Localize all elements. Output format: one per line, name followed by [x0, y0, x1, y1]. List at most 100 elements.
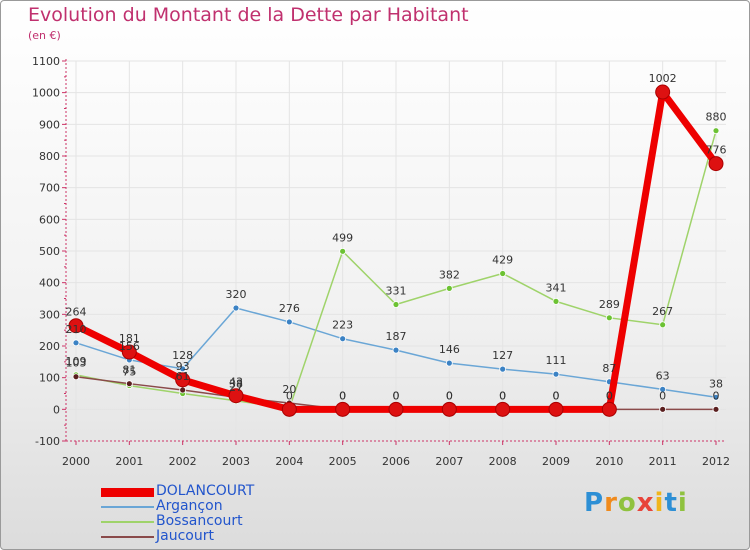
y-tick-label: -100: [35, 435, 60, 448]
data-point: [712, 127, 720, 135]
x-tick-label: 2003: [222, 455, 250, 468]
legend-swatch: [101, 521, 154, 523]
data-point: [445, 359, 453, 367]
data-label: 880: [706, 111, 727, 124]
data-label: 75: [122, 366, 136, 379]
x-tick-label: 2010: [595, 455, 623, 468]
legend-swatch: [101, 536, 154, 538]
y-tick-label: 300: [39, 308, 60, 321]
data-point: [228, 388, 244, 404]
data-label: 276: [279, 302, 300, 315]
data-point: [392, 301, 400, 308]
data-label: 267: [652, 305, 673, 318]
legend-label: Bossancourt: [156, 513, 243, 529]
data-point: [655, 84, 671, 100]
axis-layer: -100010020030040050060070080090010001100…: [32, 55, 730, 468]
data-label: 1002: [649, 72, 677, 85]
data-point: [552, 370, 560, 378]
data-point: [121, 344, 137, 360]
x-tick-label: 2006: [382, 455, 410, 468]
data-point: [335, 401, 351, 417]
data-label: 499: [332, 231, 353, 244]
data-point: [392, 346, 400, 354]
chart-unit-label: (en €): [28, 29, 61, 42]
legend-label: Argançon: [156, 498, 223, 514]
legend-label: Jaucourt: [156, 528, 214, 544]
legend-label: DOLANCOURT: [156, 483, 255, 499]
data-label: 87: [602, 362, 616, 375]
data-label: 81: [122, 364, 136, 377]
data-label: 289: [599, 298, 620, 311]
y-tick-label: 100: [39, 372, 60, 385]
data-point: [708, 156, 724, 172]
series-layer: [68, 84, 724, 417]
y-tick-label: 400: [39, 277, 60, 290]
data-label: 320: [226, 288, 247, 301]
data-point: [659, 405, 667, 413]
data-point: [499, 365, 507, 373]
data-point: [441, 401, 457, 417]
data-label: 0: [606, 389, 613, 402]
data-label: 93: [176, 360, 190, 373]
data-point: [281, 401, 297, 417]
data-label: 0: [553, 389, 560, 402]
data-point: [388, 401, 404, 417]
data-point: [712, 405, 720, 413]
data-label: 223: [332, 319, 353, 332]
data-label: 187: [386, 330, 407, 343]
data-label: 128: [172, 349, 193, 362]
logo-letter: P: [584, 488, 605, 518]
logo-letter: t: [664, 488, 678, 518]
data-point: [445, 284, 453, 292]
data-label: 0: [393, 389, 400, 402]
data-point: [659, 385, 667, 393]
x-tick-label: 2000: [62, 455, 90, 468]
data-label: 0: [446, 389, 453, 402]
legend-swatch: [101, 506, 154, 508]
y-tick-label: 600: [39, 213, 60, 226]
data-label: 331: [386, 285, 407, 298]
data-label: 0: [606, 389, 613, 402]
x-tick-label: 2009: [542, 455, 570, 468]
data-label: 103: [66, 357, 87, 370]
y-tick-label: 200: [39, 340, 60, 353]
data-label: 127: [492, 349, 513, 362]
data-label: 264: [66, 306, 87, 319]
logo-letter: x: [636, 488, 655, 518]
chart-title: Evolution du Montant de la Dette par Hab…: [28, 4, 469, 26]
x-tick-label: 2005: [329, 455, 357, 468]
data-label: 0: [553, 389, 560, 402]
data-label: 0: [393, 389, 400, 402]
data-label: 27: [229, 381, 243, 394]
data-label: 0: [499, 389, 506, 402]
x-tick-label: 2004: [275, 455, 303, 468]
y-tick-label: 0: [53, 403, 60, 416]
data-point: [499, 270, 507, 277]
data-label: 0: [499, 389, 506, 402]
data-point: [285, 318, 293, 326]
x-tick-label: 2007: [435, 455, 463, 468]
data-point: [72, 373, 80, 381]
x-tick-label: 2012: [702, 455, 730, 468]
data-point: [72, 339, 80, 347]
logo-letter: r: [604, 488, 618, 518]
logo-letter: i: [677, 488, 688, 518]
data-point: [232, 304, 240, 312]
data-label: 0: [446, 389, 453, 402]
data-point: [125, 380, 133, 388]
data-label: 210: [66, 323, 87, 336]
data-label: 146: [439, 343, 460, 356]
data-label: 0: [339, 389, 346, 402]
logo-letter: i: [654, 488, 665, 518]
data-label: 0: [286, 389, 293, 402]
y-tick-label: 900: [39, 118, 60, 131]
x-tick-label: 2008: [489, 455, 517, 468]
data-point: [68, 318, 84, 334]
y-tick-label: 1000: [32, 87, 60, 100]
data-label: 43: [229, 376, 243, 389]
proxiti-logo: Proxiti: [584, 488, 688, 518]
data-label: 0: [713, 389, 720, 402]
y-tick-label: 700: [39, 182, 60, 195]
data-label: 38: [229, 377, 243, 390]
